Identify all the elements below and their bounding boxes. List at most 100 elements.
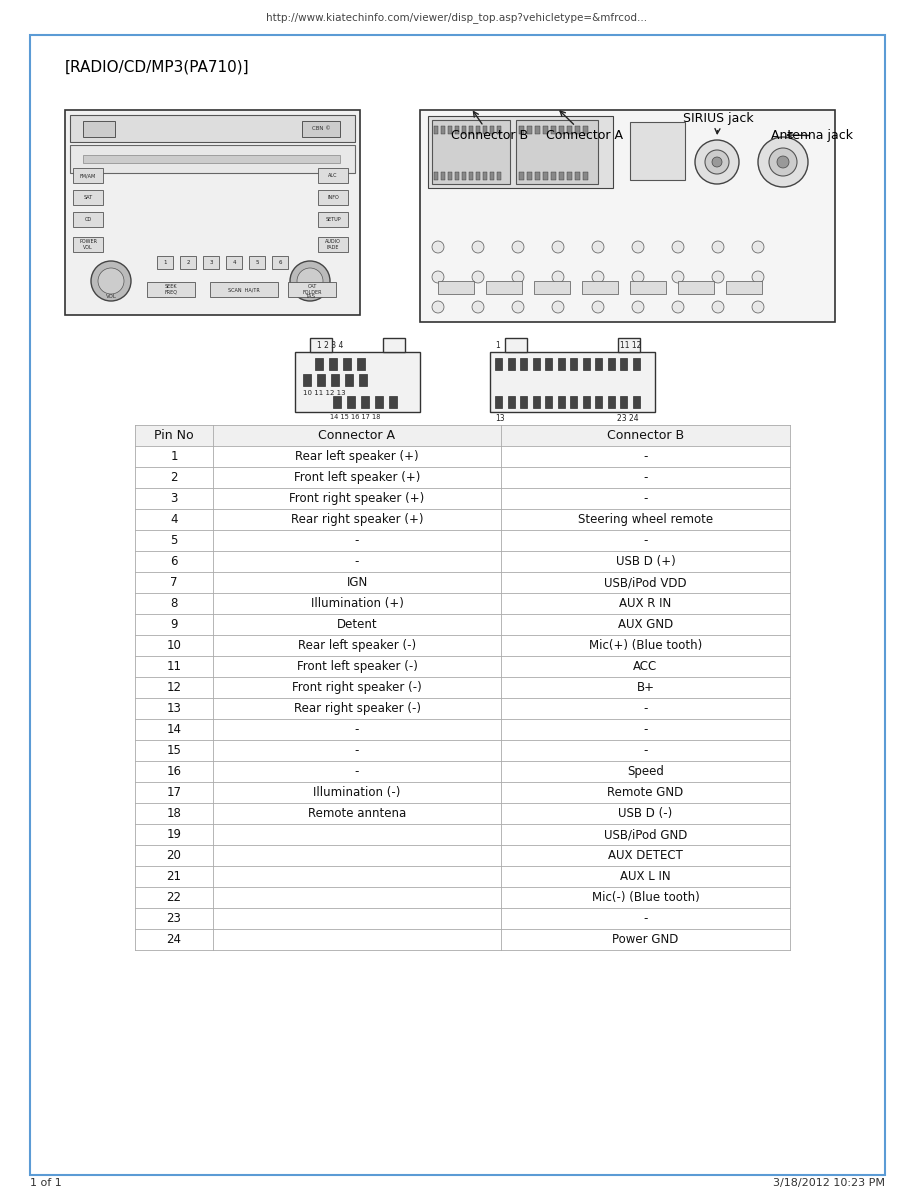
- Bar: [333, 396, 341, 408]
- Circle shape: [769, 148, 797, 176]
- Text: 4: 4: [232, 260, 236, 265]
- Bar: [543, 126, 548, 134]
- Bar: [347, 396, 355, 408]
- Bar: [726, 281, 762, 294]
- Text: 14 15 16 17 18: 14 15 16 17 18: [330, 414, 381, 420]
- Bar: [483, 172, 487, 180]
- Bar: [476, 126, 480, 134]
- Bar: [135, 824, 790, 845]
- Circle shape: [592, 301, 604, 313]
- Bar: [559, 126, 564, 134]
- Text: Rear left speaker (+): Rear left speaker (+): [296, 450, 419, 463]
- Text: 11 12: 11 12: [620, 341, 641, 350]
- Circle shape: [592, 241, 604, 253]
- Bar: [135, 698, 790, 719]
- Bar: [65, 110, 360, 314]
- Bar: [495, 396, 502, 408]
- Text: IGN: IGN: [347, 576, 368, 589]
- Bar: [331, 374, 339, 386]
- Bar: [575, 126, 580, 134]
- Bar: [495, 358, 502, 370]
- Bar: [533, 358, 540, 370]
- Bar: [570, 396, 577, 408]
- Bar: [135, 467, 790, 488]
- Text: 24: 24: [167, 934, 181, 946]
- Bar: [303, 374, 311, 386]
- Bar: [462, 172, 466, 180]
- Bar: [70, 115, 355, 142]
- Bar: [73, 212, 103, 227]
- Bar: [505, 338, 527, 352]
- Text: Mic(+) (Blue tooth): Mic(+) (Blue tooth): [589, 638, 702, 652]
- Circle shape: [290, 260, 330, 301]
- Bar: [135, 530, 790, 551]
- Bar: [490, 172, 494, 180]
- Bar: [317, 374, 325, 386]
- Bar: [135, 635, 790, 656]
- Bar: [469, 172, 473, 180]
- Text: 21: 21: [167, 870, 181, 883]
- Circle shape: [758, 137, 808, 187]
- Bar: [595, 358, 602, 370]
- Text: 1 2 3 4: 1 2 3 4: [317, 341, 343, 350]
- Bar: [83, 155, 340, 163]
- Text: 3/18/2012 10:23 PM: 3/18/2012 10:23 PM: [773, 1178, 885, 1188]
- Circle shape: [695, 140, 739, 184]
- Text: 3: 3: [210, 260, 213, 265]
- Circle shape: [432, 241, 444, 253]
- Text: AUX L IN: AUX L IN: [620, 870, 671, 883]
- Bar: [438, 281, 474, 294]
- Bar: [570, 358, 577, 370]
- Bar: [632, 396, 640, 408]
- Bar: [520, 358, 527, 370]
- Bar: [135, 572, 790, 593]
- Bar: [203, 256, 219, 269]
- Text: 5: 5: [255, 260, 259, 265]
- Bar: [608, 396, 615, 408]
- Circle shape: [297, 268, 323, 294]
- Text: Rear right speaker (-): Rear right speaker (-): [294, 702, 421, 715]
- Text: -: -: [355, 744, 360, 757]
- Text: [RADIO/CD/MP3(PA710)]: [RADIO/CD/MP3(PA710)]: [65, 60, 250, 74]
- Bar: [483, 126, 487, 134]
- Text: 10: 10: [167, 638, 181, 652]
- Bar: [318, 236, 348, 252]
- Text: Front left speaker (-): Front left speaker (-): [296, 660, 417, 673]
- Bar: [543, 172, 548, 180]
- Text: -: -: [355, 554, 360, 568]
- Bar: [135, 782, 790, 803]
- Bar: [434, 126, 438, 134]
- Bar: [618, 338, 640, 352]
- Bar: [226, 256, 242, 269]
- Text: Front left speaker (+): Front left speaker (+): [294, 470, 420, 484]
- Text: 13: 13: [167, 702, 181, 715]
- Bar: [135, 551, 790, 572]
- Text: SCAN  HA/TR: SCAN HA/TR: [228, 287, 260, 292]
- Bar: [455, 172, 459, 180]
- Text: CBN ©: CBN ©: [312, 126, 330, 132]
- Bar: [455, 126, 459, 134]
- Text: 5: 5: [170, 534, 178, 547]
- Bar: [567, 172, 572, 180]
- Bar: [630, 281, 666, 294]
- Bar: [135, 908, 790, 929]
- Text: 20: 20: [167, 850, 181, 862]
- Text: -: -: [643, 702, 648, 715]
- Bar: [343, 358, 351, 370]
- Circle shape: [472, 241, 484, 253]
- Text: Rear right speaker (+): Rear right speaker (+): [291, 514, 424, 526]
- Bar: [70, 145, 355, 173]
- Bar: [476, 172, 480, 180]
- Circle shape: [552, 271, 564, 283]
- Text: B+: B+: [637, 680, 654, 694]
- Text: 17: 17: [167, 786, 181, 799]
- Text: -: -: [355, 722, 360, 736]
- Bar: [210, 282, 278, 296]
- Bar: [608, 358, 615, 370]
- Text: VOL: VOL: [105, 294, 116, 299]
- Bar: [135, 761, 790, 782]
- Bar: [135, 488, 790, 509]
- Bar: [535, 172, 540, 180]
- Bar: [551, 172, 556, 180]
- Bar: [135, 425, 790, 446]
